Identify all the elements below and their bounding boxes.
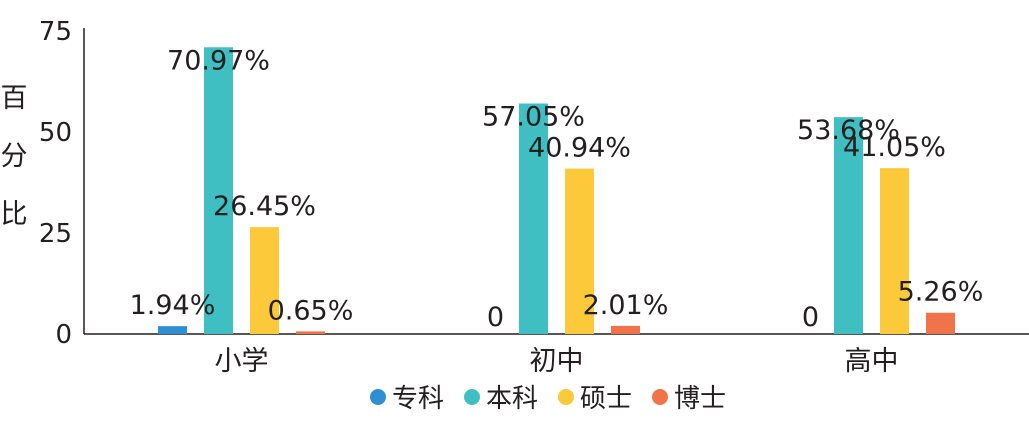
legend-marker xyxy=(652,389,668,405)
y-axis-title-char: 比 xyxy=(1,199,28,230)
bar xyxy=(519,103,548,334)
legend-item: 硕士 xyxy=(558,384,632,414)
x-axis: 小学 初中 高中 xyxy=(84,333,1029,377)
bar xyxy=(834,117,863,334)
legend-item: 博士 xyxy=(652,384,726,414)
y-axis-title: 百分比 xyxy=(1,83,28,230)
data-label: 2.01% xyxy=(583,290,669,321)
y-axis-title-char: 百 xyxy=(1,83,28,114)
data-label: 70.97% xyxy=(167,45,270,76)
data-label: 0 xyxy=(802,302,819,333)
bar xyxy=(296,331,325,334)
y-axis-title-char: 分 xyxy=(1,141,28,172)
x-tick-label: 高中 xyxy=(845,346,899,377)
data-label: 40.94% xyxy=(528,133,631,164)
legend-label: 本科 xyxy=(486,384,538,414)
y-tick-label: 50 xyxy=(39,118,72,148)
bar xyxy=(158,326,187,334)
bar xyxy=(611,325,640,334)
bars xyxy=(158,47,955,335)
legend-marker xyxy=(558,389,574,405)
data-label: 0.65% xyxy=(268,295,354,326)
x-tick-label: 初中 xyxy=(530,346,584,377)
bar xyxy=(204,47,233,335)
data-label: 53.68% xyxy=(797,115,900,146)
x-tick-label: 小学 xyxy=(215,346,269,377)
data-label: 0 xyxy=(487,302,504,333)
legend-item: 专科 xyxy=(370,384,444,414)
y-axis: 0 25 50 75 xyxy=(39,17,85,350)
data-label: 26.45% xyxy=(213,191,316,222)
data-label: 1.94% xyxy=(130,290,216,321)
bar xyxy=(565,168,594,334)
y-tick-label: 0 xyxy=(55,320,72,350)
legend-label: 博士 xyxy=(674,384,726,414)
legend-label: 硕士 xyxy=(580,384,632,414)
bar xyxy=(926,312,955,334)
legend-item: 本科 xyxy=(464,384,538,414)
legend-label: 专科 xyxy=(392,384,444,414)
bar xyxy=(250,227,279,334)
data-label: 57.05% xyxy=(482,102,585,133)
y-tick-label: 75 xyxy=(39,17,72,47)
data-labels: 1.94% 70.97% 26.45% 0.65% 0 57.05%40.94% 2.01%… xyxy=(130,45,984,333)
data-label: 41.05% xyxy=(843,132,946,163)
y-tick-label: 25 xyxy=(39,219,72,249)
bar xyxy=(880,168,909,334)
legend-marker xyxy=(464,389,480,405)
legend: 专科 本科 硕士 博士 xyxy=(370,384,726,414)
legend-marker xyxy=(370,389,386,405)
data-label: 5.26% xyxy=(898,277,984,308)
